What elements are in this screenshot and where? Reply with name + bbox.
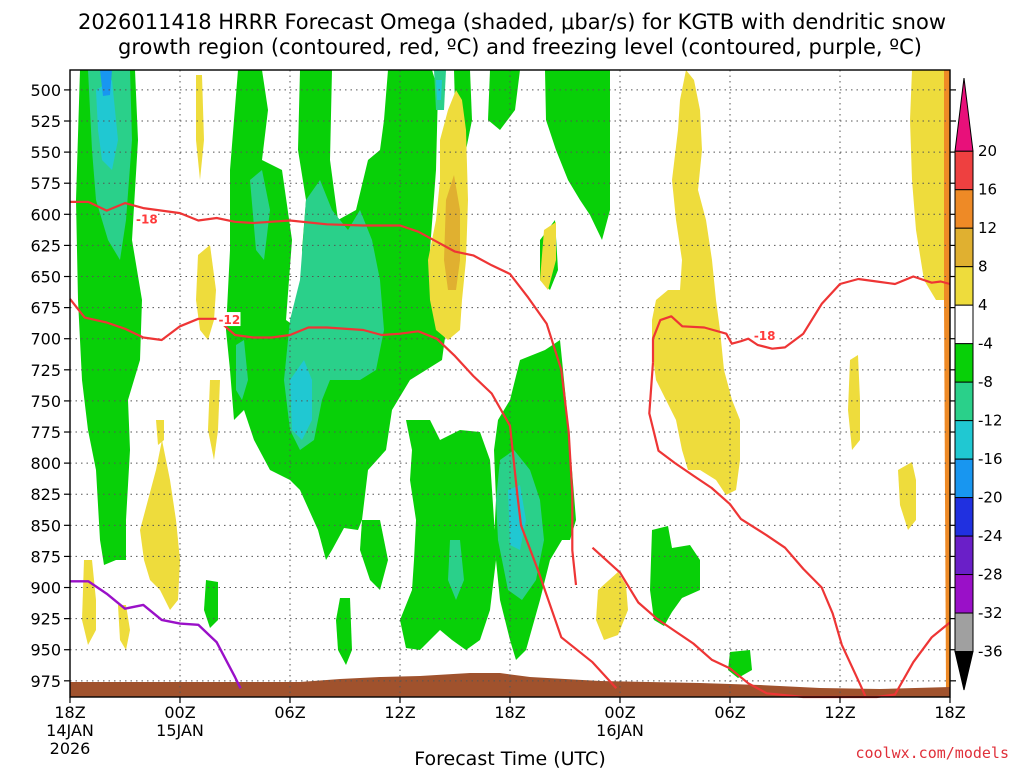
- x-tick-year-label: 2026: [50, 739, 91, 758]
- colorbar-bin: [954, 343, 974, 383]
- contour-label-bg: [751, 328, 776, 343]
- dgz-contour-line: [70, 200, 578, 586]
- colorbar-bin: [954, 497, 974, 537]
- colorbar-bin: [954, 266, 974, 306]
- y-tick-label: 650: [30, 268, 61, 287]
- colorbar-label: 4: [978, 296, 988, 314]
- colorbar-bin: [954, 420, 974, 460]
- colorbar-triangle-high: [954, 77, 974, 152]
- y-tick-label: 825: [30, 485, 61, 504]
- contour-label-bg: [134, 211, 158, 226]
- freezing-level-line: [70, 580, 242, 689]
- x-tick-label: 06Z: [714, 703, 745, 722]
- colorbar-label: 12: [978, 219, 997, 237]
- chart-title-line-2: growth region (contoured, red, ºC) and f…: [118, 35, 922, 59]
- y-tick-label: 850: [30, 516, 61, 535]
- dgz-contour-line: [69, 298, 618, 690]
- y-axis: 500 525 550 575 600 625 650 675 700 725 750 775 800 8…: [30, 81, 956, 691]
- x-tick-label: 12Z: [384, 703, 415, 722]
- colorbar-label: -8: [978, 373, 993, 391]
- dgz-contour-line: [651, 275, 951, 363]
- colorbar: -36 -32 -28 -24 -20 -16 -12 -8 -4 4 8 12 16 20: [954, 77, 1003, 691]
- colorbar-label: -24: [978, 527, 1003, 545]
- y-tick-label: 500: [30, 81, 61, 100]
- grid-lines: [70, 70, 950, 697]
- dgz-contours: -18 -12 -18: [69, 200, 951, 699]
- x-tick-label: 18Z: [934, 703, 965, 722]
- x-tick-label: 12Z: [824, 703, 855, 722]
- y-tick-label: 925: [30, 610, 61, 629]
- x-tick-label: 06Z: [274, 703, 305, 722]
- colorbar-bin: [954, 458, 974, 499]
- colorbar-label: 16: [978, 181, 997, 199]
- terrain-surface: [70, 673, 950, 697]
- x-tick-label: 00Z: [164, 703, 195, 722]
- y-tick-label: 575: [30, 174, 61, 193]
- x-tick-label: 18Z: [494, 703, 525, 722]
- chart-title-line-1: 2026011418 HRRR Forecast Omega (shaded, …: [78, 10, 946, 34]
- x-tick-label: 18Z: [54, 703, 85, 722]
- x-tick-date-label: 16JAN: [596, 721, 644, 740]
- y-tick-label: 525: [30, 112, 61, 131]
- colorbar-bin: [954, 189, 974, 229]
- omega-shading: [76, 70, 950, 690]
- colorbar-label: -36: [978, 643, 1003, 661]
- y-tick-label: 550: [30, 143, 61, 162]
- colorbar-triangle-low: [954, 651, 974, 691]
- credit-text: coolwx.com/models: [855, 744, 1009, 762]
- colorbar-label: -12: [978, 412, 1003, 430]
- colorbar-bin: [954, 304, 974, 345]
- colorbar-bin: [954, 381, 974, 422]
- y-tick-label: 875: [30, 547, 61, 566]
- x-tick-label: 00Z: [604, 703, 635, 722]
- contour-label: -18: [754, 329, 776, 343]
- dgz-contour-line: [591, 546, 951, 699]
- x-axis-title: Forecast Time (UTC): [414, 748, 605, 768]
- colorbar-label: 20: [978, 142, 997, 160]
- y-tick-label: 675: [30, 299, 61, 318]
- colorbar-bin: [954, 150, 974, 191]
- colorbar-bin: [954, 574, 974, 614]
- x-tick-date-label: 15JAN: [156, 721, 204, 740]
- y-tick-label: 975: [30, 672, 61, 691]
- freezing-level-contours: [70, 580, 242, 689]
- colorbar-label: -20: [978, 489, 1003, 507]
- y-tick-label: 725: [30, 361, 61, 380]
- y-tick-label: 775: [30, 423, 61, 442]
- y-tick-label: 700: [30, 330, 61, 349]
- colorbar-label: -28: [978, 566, 1003, 584]
- colorbar-bin: [954, 535, 974, 576]
- x-tick-date-label: 14JAN: [46, 721, 94, 740]
- contour-label: -12: [219, 313, 241, 327]
- contour-label: -18: [136, 212, 158, 226]
- dgz-contour-line: [648, 362, 867, 698]
- colorbar-label: -16: [978, 450, 1003, 468]
- colorbar-label: -32: [978, 604, 1003, 622]
- y-tick-label: 600: [30, 205, 61, 224]
- colorbar-bin: [954, 612, 974, 653]
- contour-label-bg: [216, 312, 241, 327]
- y-tick-label: 900: [30, 579, 61, 598]
- y-tick-label: 625: [30, 236, 61, 255]
- y-tick-label: 800: [30, 454, 61, 473]
- colorbar-bin: [954, 227, 974, 268]
- y-tick-label: 950: [30, 641, 61, 660]
- y-tick-label: 750: [30, 392, 61, 411]
- colorbar-label: 8: [978, 258, 988, 276]
- colorbar-label: -4: [978, 335, 993, 353]
